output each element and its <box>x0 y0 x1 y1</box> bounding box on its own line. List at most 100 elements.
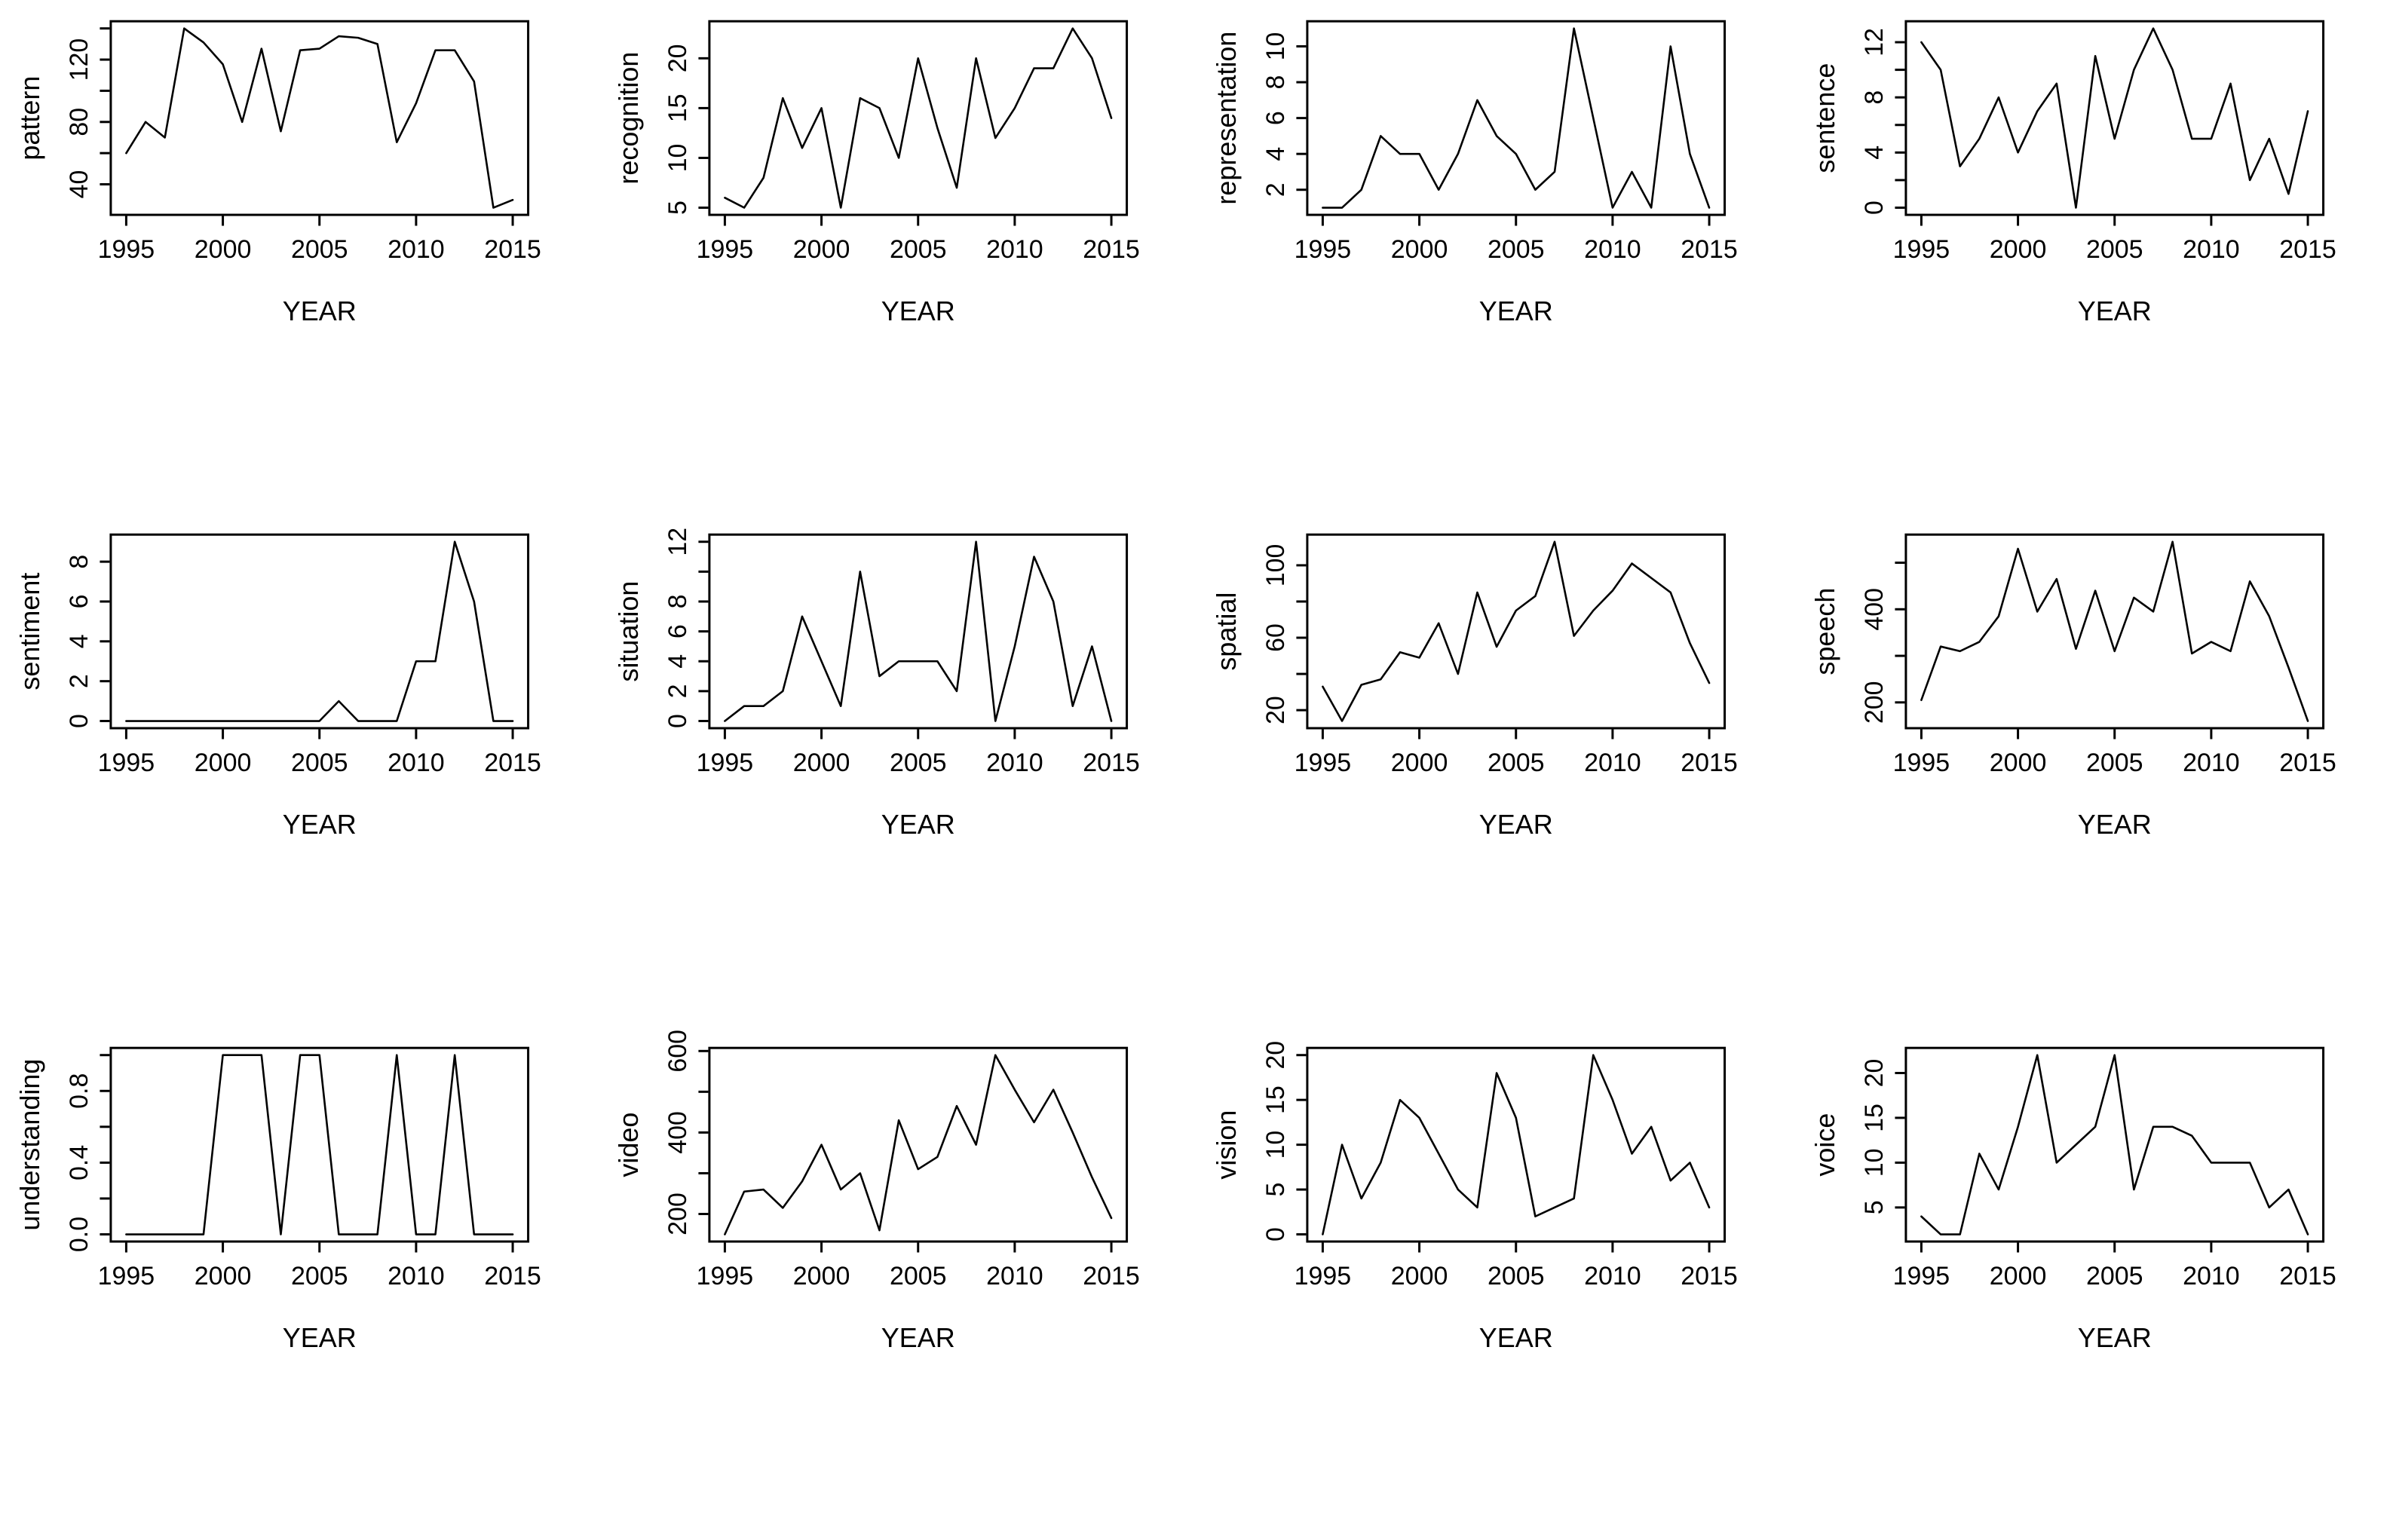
data-line-spatial <box>1322 540 1711 722</box>
y-tick-label: 4 <box>663 654 691 669</box>
x-tick-label: 1995 <box>1892 1262 1950 1290</box>
x-tick-label: 2015 <box>1083 1262 1140 1290</box>
x-tick-label: 2015 <box>1083 749 1140 777</box>
y-axis-label: voice <box>1809 1113 1840 1177</box>
chart-panel-vision: 1995 2000 2005 2010 2015 0 5 10 15 20 vision YEAR <box>1196 1027 1795 1540</box>
y-tick-label: 40 <box>65 170 93 199</box>
x-tick-label: 1995 <box>696 749 753 777</box>
plot-box <box>109 1046 530 1243</box>
x-tick-label: 2015 <box>1681 749 1738 777</box>
data-line-voice <box>1920 1054 2309 1235</box>
x-tick-label: 2005 <box>1488 235 1545 264</box>
x-tick-label: 2010 <box>2183 749 2240 777</box>
y-tick-label: 15 <box>663 94 691 123</box>
x-tick-label: 1995 <box>98 749 155 777</box>
x-tick-label: 2015 <box>484 749 541 777</box>
x-tick-label: 2005 <box>291 749 348 777</box>
chart-panel-situation: 1995 2000 2005 2010 2015 0 2 4 6 8 12 situation YEAR <box>599 513 1197 1027</box>
x-tick-label: 1995 <box>1892 749 1950 777</box>
plot-box <box>1306 1046 1727 1243</box>
y-axis-label: speech <box>1809 588 1840 675</box>
plot-box <box>1306 20 1727 216</box>
y-axis-label: sentence <box>1809 63 1840 173</box>
x-tick-label: 2005 <box>1488 749 1545 777</box>
y-axis-label: spatial <box>1211 592 1242 671</box>
x-tick-label: 2000 <box>1989 1262 2046 1290</box>
x-tick-label: 2010 <box>2183 1262 2240 1290</box>
x-tick-label: 1995 <box>98 235 155 264</box>
chart-panel-video: 1995 2000 2005 2010 2015 200 400 600 video YEAR <box>599 1027 1197 1540</box>
data-line-sentence <box>1920 27 2309 209</box>
y-tick-label: 0.4 <box>65 1145 93 1180</box>
y-tick-label: 20 <box>1261 1041 1290 1070</box>
x-axis-label: YEAR <box>283 1322 357 1353</box>
y-tick-label: 15 <box>1859 1104 1888 1132</box>
y-tick-label: 0 <box>65 714 93 728</box>
chart-panel-sentiment: 1995 2000 2005 2010 2015 0 2 4 6 8 sentiment YEAR <box>0 513 599 1027</box>
x-tick-label: 1995 <box>1295 749 1352 777</box>
x-tick-label: 2010 <box>986 235 1043 264</box>
data-line-situation <box>723 540 1112 722</box>
x-tick-label: 2000 <box>1391 1262 1448 1290</box>
x-axis-label: YEAR <box>1479 295 1553 326</box>
y-tick-label: 4 <box>1859 145 1888 160</box>
x-axis-label: YEAR <box>1479 1322 1553 1353</box>
x-tick-label: 2010 <box>2183 235 2240 264</box>
chart-panel-sentence: 1995 2000 2005 2010 2015 0 4 8 12 sentence YEAR <box>1795 0 2393 513</box>
x-tick-label: 2005 <box>2085 1262 2143 1290</box>
y-tick-label: 8 <box>1261 75 1290 90</box>
x-tick-label: 2015 <box>2279 749 2336 777</box>
x-axis-label: YEAR <box>2077 1322 2151 1353</box>
y-tick-label: 4 <box>1261 147 1290 161</box>
y-tick-label: 200 <box>663 1193 691 1235</box>
x-axis-label: YEAR <box>283 295 357 326</box>
y-axis-label: vision <box>1211 1110 1242 1180</box>
y-tick-label: 10 <box>663 144 691 173</box>
x-tick-label: 2005 <box>291 235 348 264</box>
chart-recognition: 1995 2000 2005 2010 2015 5 10 15 20 recognition YE… <box>612 20 1139 326</box>
y-tick-label: 5 <box>663 201 691 215</box>
y-tick-label: 6 <box>65 595 93 609</box>
y-axis-label: recognition <box>612 52 643 185</box>
y-tick-label: 12 <box>1859 28 1888 57</box>
data-line-representation <box>1322 27 1711 209</box>
chart-panel-recognition: 1995 2000 2005 2010 2015 5 10 15 20 recognition YE… <box>599 0 1197 513</box>
chart-pattern: 1995 2000 2005 2010 2015 40 80 120 pattern YEAR <box>14 20 541 326</box>
y-tick-label: 8 <box>1859 90 1888 105</box>
y-tick-label: 0.8 <box>65 1073 93 1109</box>
x-tick-label: 2015 <box>484 235 541 264</box>
x-tick-label: 2005 <box>889 749 946 777</box>
x-axis-label: YEAR <box>2077 295 2151 326</box>
y-axis-label: sentiment <box>14 573 45 690</box>
data-line-vision <box>1322 1054 1711 1235</box>
y-axis-label: video <box>612 1113 643 1177</box>
x-tick-label: 2015 <box>1681 1262 1738 1290</box>
x-tick-label: 2000 <box>195 235 252 264</box>
x-axis-label: YEAR <box>1479 809 1553 840</box>
y-tick-label: 100 <box>1261 544 1290 587</box>
y-tick-label: 0 <box>1859 201 1888 215</box>
x-tick-label: 2000 <box>195 749 252 777</box>
y-tick-label: 0.0 <box>65 1217 93 1252</box>
chart-spatial: 1995 2000 2005 2010 2015 20 60 100 spatial YEAR <box>1211 533 1738 840</box>
y-tick-label: 0 <box>663 714 691 728</box>
chart-voice: 1995 2000 2005 2010 2015 5 10 15 20 voice YEAR <box>1809 1046 2336 1353</box>
y-tick-label: 10 <box>1859 1148 1888 1177</box>
plot-box <box>1306 533 1727 730</box>
x-tick-label: 2015 <box>2279 235 2336 264</box>
y-tick-label: 200 <box>1859 681 1888 724</box>
x-tick-label: 2000 <box>195 1262 252 1290</box>
chart-vision: 1995 2000 2005 2010 2015 0 5 10 15 20 vision YEAR <box>1211 1041 1738 1353</box>
x-tick-label: 2005 <box>2085 749 2143 777</box>
x-tick-label: 2005 <box>889 235 946 264</box>
y-tick-label: 80 <box>65 108 93 136</box>
chart-situation: 1995 2000 2005 2010 2015 0 2 4 6 8 12 situation YEAR <box>612 528 1140 840</box>
x-tick-label: 2010 <box>1584 1262 1641 1290</box>
x-tick-label: 2015 <box>2279 1262 2336 1290</box>
y-tick-label: 400 <box>1859 588 1888 631</box>
x-tick-label: 1995 <box>1892 235 1950 264</box>
data-line-sentiment <box>125 540 514 722</box>
x-tick-label: 2000 <box>1989 749 2046 777</box>
y-axis-label: representation <box>1211 32 1242 205</box>
